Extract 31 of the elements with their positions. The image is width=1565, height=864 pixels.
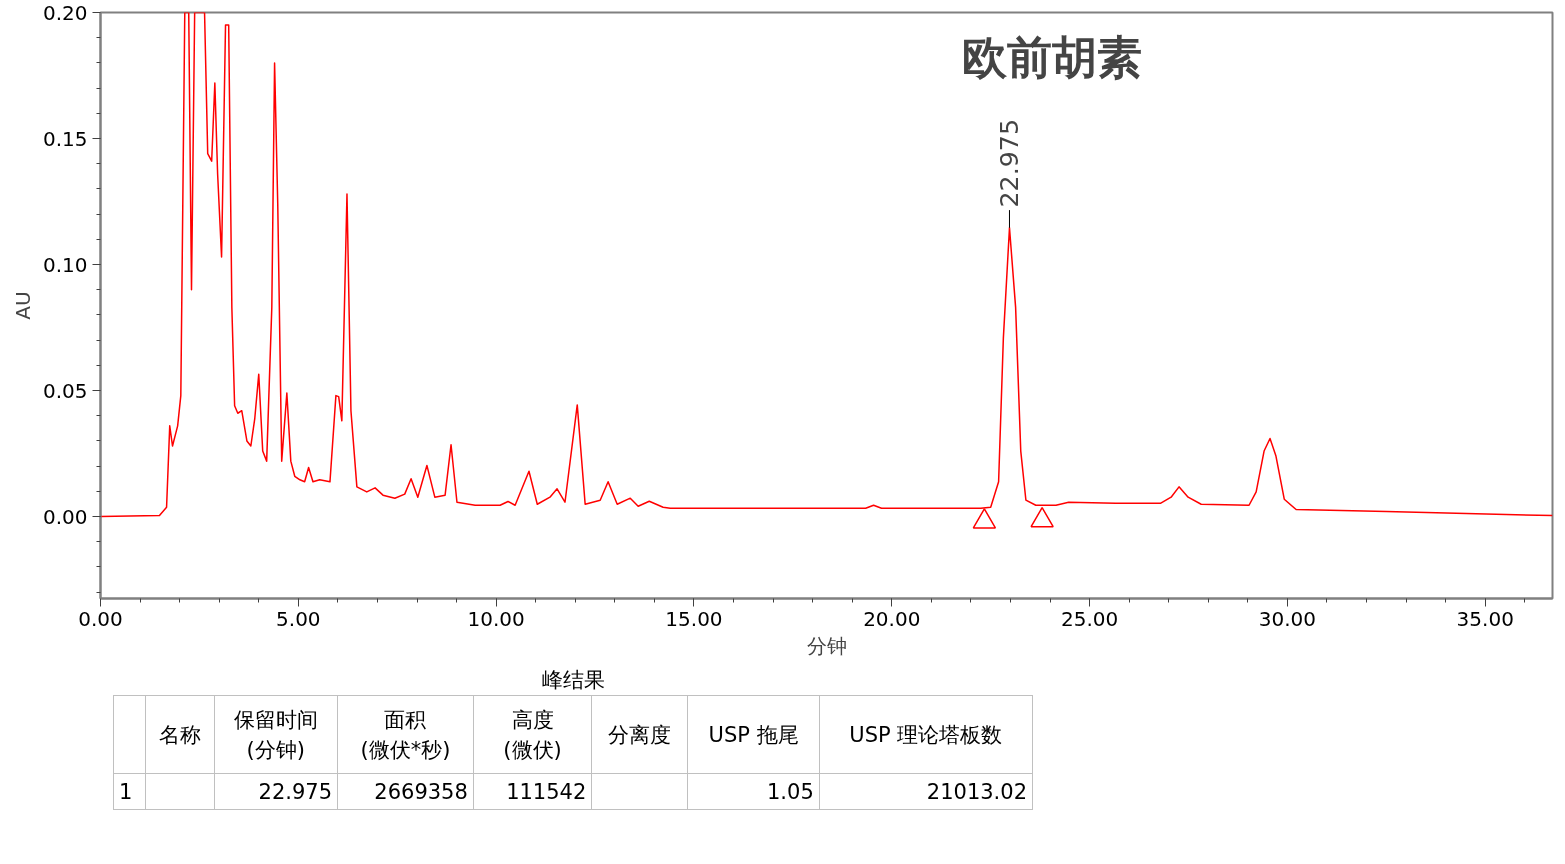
text: USP 理论塔板数 xyxy=(819,695,1033,774)
x-tick-label: 15.00 xyxy=(665,606,723,631)
text: 2669358 xyxy=(337,773,474,810)
y-tick-label: 0.15 xyxy=(42,126,88,151)
text: 分离度 xyxy=(591,695,688,774)
y-axis-title: AU xyxy=(10,291,35,320)
text: 21013.02 xyxy=(819,773,1033,810)
x-tick-label: 20.00 xyxy=(863,606,921,631)
annotation: 22.975 xyxy=(994,118,1025,208)
text: USP 拖尾 xyxy=(687,695,820,774)
x-tick-label: 35.00 xyxy=(1456,606,1514,631)
y-tick-label: 0.05 xyxy=(42,378,88,403)
text: 1 xyxy=(113,773,146,810)
y-tick-label: 0.00 xyxy=(42,504,88,529)
text: 名称 xyxy=(145,695,215,774)
x-tick-label: 10.00 xyxy=(467,606,525,631)
x-tick-label: 0.00 xyxy=(78,606,123,631)
chart-title: 欧前胡素 xyxy=(961,30,1142,84)
text: 峰结果 xyxy=(540,667,606,694)
text: 111542 xyxy=(473,773,592,810)
text: 22.975 xyxy=(214,773,338,810)
x-axis-title: 分钟 xyxy=(806,633,847,658)
text: 1.05 xyxy=(687,773,820,810)
x-tick-label: 25.00 xyxy=(1060,606,1119,631)
x-tick-label: 30.00 xyxy=(1258,606,1317,631)
text: 高度 (微伏) xyxy=(473,695,592,774)
text: 面积 (微伏*秒) xyxy=(337,695,474,774)
y-tick-label: 0.10 xyxy=(42,252,88,277)
y-tick-label: 0.20 xyxy=(42,0,88,25)
text: 保留时间 (分钟) xyxy=(214,695,338,774)
x-tick-label: 5.00 xyxy=(276,606,321,631)
